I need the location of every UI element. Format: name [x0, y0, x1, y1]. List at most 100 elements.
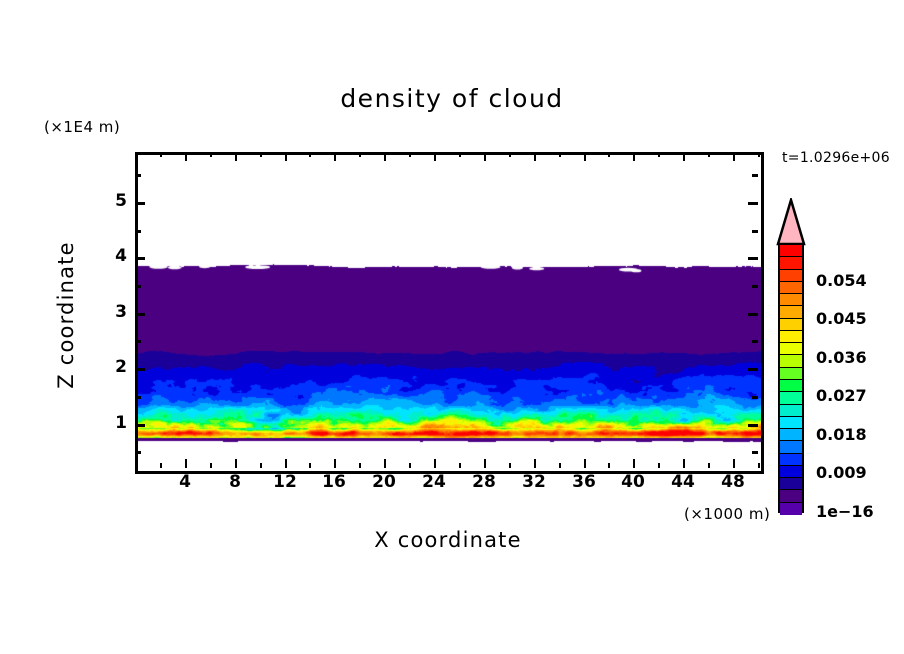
y-major-tick — [135, 202, 145, 205]
y-major-tick-right — [748, 424, 758, 427]
colorbar-band — [780, 380, 802, 393]
colorbar-tick-label: 0.054 — [816, 270, 867, 290]
colorbar-band — [780, 257, 802, 270]
y-minor-tick-right — [752, 285, 758, 288]
y-major-tick-right — [748, 313, 758, 316]
colorbar-band — [780, 392, 802, 405]
y-minor-tick — [135, 396, 141, 399]
x-major-tick — [434, 459, 436, 468]
x-minor-tick-top — [559, 152, 561, 157]
y-axis-title: Z coordinate — [54, 241, 78, 389]
colorbar-band — [780, 330, 802, 344]
x-tick-label: 8 — [229, 472, 241, 492]
y-major-tick — [135, 368, 145, 371]
y-tick-label: 1 — [115, 413, 127, 433]
x-minor-tick-top — [708, 152, 710, 157]
x-axis-title: X coordinate — [374, 528, 522, 552]
y-major-tick — [135, 313, 145, 316]
y-tick-label: 4 — [115, 246, 127, 266]
y-axis-unit-label: (×1E4 m) — [44, 118, 121, 136]
x-minor-tick — [260, 463, 262, 468]
colorbar-band — [780, 416, 802, 430]
x-minor-tick-top — [608, 152, 610, 157]
x-major-tick — [235, 459, 237, 468]
x-minor-tick-top — [309, 152, 311, 157]
colorbar-tick-label: 0.045 — [816, 309, 867, 329]
x-major-tick-top — [434, 152, 436, 161]
x-major-tick — [334, 459, 336, 468]
x-tick-label: 28 — [472, 472, 496, 492]
x-minor-tick — [559, 463, 561, 468]
x-minor-tick — [459, 463, 461, 468]
y-major-tick-right — [748, 202, 758, 205]
y-minor-tick — [135, 451, 141, 454]
x-tick-label: 44 — [671, 472, 695, 492]
x-major-tick-top — [285, 152, 287, 161]
x-major-tick-top — [683, 152, 685, 161]
y-minor-tick-right — [752, 174, 758, 177]
x-tick-label: 48 — [721, 472, 745, 492]
x-tick-label: 32 — [522, 472, 546, 492]
x-minor-tick-top — [160, 152, 162, 157]
x-minor-tick-top — [658, 152, 660, 157]
x-major-tick-top — [733, 152, 735, 161]
colorbar-band — [780, 453, 802, 466]
x-major-tick — [683, 459, 685, 468]
y-major-tick — [135, 424, 145, 427]
x-minor-tick-top — [359, 152, 361, 157]
y-major-tick-right — [748, 368, 758, 371]
y-minor-tick-right — [752, 396, 758, 399]
contour-field-canvas — [138, 155, 761, 471]
colorbar-tick-label: 0.027 — [816, 386, 867, 406]
x-major-tick — [285, 459, 287, 468]
colorbar-band — [780, 429, 802, 442]
y-tick-label: 3 — [115, 302, 127, 322]
colorbar-band — [780, 441, 802, 454]
colorbar-band — [780, 294, 802, 307]
x-major-tick-top — [633, 152, 635, 161]
x-major-tick-top — [484, 152, 486, 161]
x-minor-tick — [309, 463, 311, 468]
x-minor-tick — [758, 463, 760, 468]
colorbar-band — [780, 245, 802, 258]
x-axis-unit-label: (×1000 m) — [684, 505, 771, 523]
x-tick-label: 40 — [621, 472, 645, 492]
x-minor-tick — [658, 463, 660, 468]
x-minor-tick — [160, 463, 162, 468]
time-annotation: t=1.0296e+06 — [782, 150, 890, 166]
y-minor-tick — [135, 340, 141, 343]
y-minor-tick — [135, 230, 141, 233]
colorbar-band — [780, 465, 802, 479]
colorbar-band — [780, 502, 802, 515]
colorbar-tick-label: 0.009 — [816, 463, 867, 483]
colorbar-tick-label: 1e−16 — [816, 502, 874, 521]
colorbar-band — [780, 478, 802, 491]
x-major-tick — [185, 459, 187, 468]
x-tick-label: 12 — [273, 472, 297, 492]
colorbar-bands — [778, 243, 804, 515]
x-minor-tick-top — [210, 152, 212, 157]
page-title: density of cloud — [340, 84, 564, 113]
x-major-tick-top — [334, 152, 336, 161]
x-major-tick-top — [235, 152, 237, 161]
x-minor-tick — [608, 463, 610, 468]
x-major-tick — [484, 459, 486, 468]
x-tick-label: 16 — [322, 472, 346, 492]
x-minor-tick-top — [509, 152, 511, 157]
x-tick-label: 4 — [179, 472, 191, 492]
x-major-tick — [733, 459, 735, 468]
x-tick-label: 20 — [372, 472, 396, 492]
y-tick-label: 2 — [115, 357, 127, 377]
colorbar-band — [780, 367, 802, 380]
x-minor-tick — [210, 463, 212, 468]
colorbar-tick-label: 0.018 — [816, 424, 867, 444]
y-minor-tick-right — [752, 230, 758, 233]
y-tick-label: 5 — [115, 191, 127, 211]
y-minor-tick-right — [752, 340, 758, 343]
x-minor-tick — [409, 463, 411, 468]
x-major-tick-top — [534, 152, 536, 161]
y-minor-tick — [135, 285, 141, 288]
y-major-tick — [135, 257, 145, 260]
x-minor-tick-top — [459, 152, 461, 157]
